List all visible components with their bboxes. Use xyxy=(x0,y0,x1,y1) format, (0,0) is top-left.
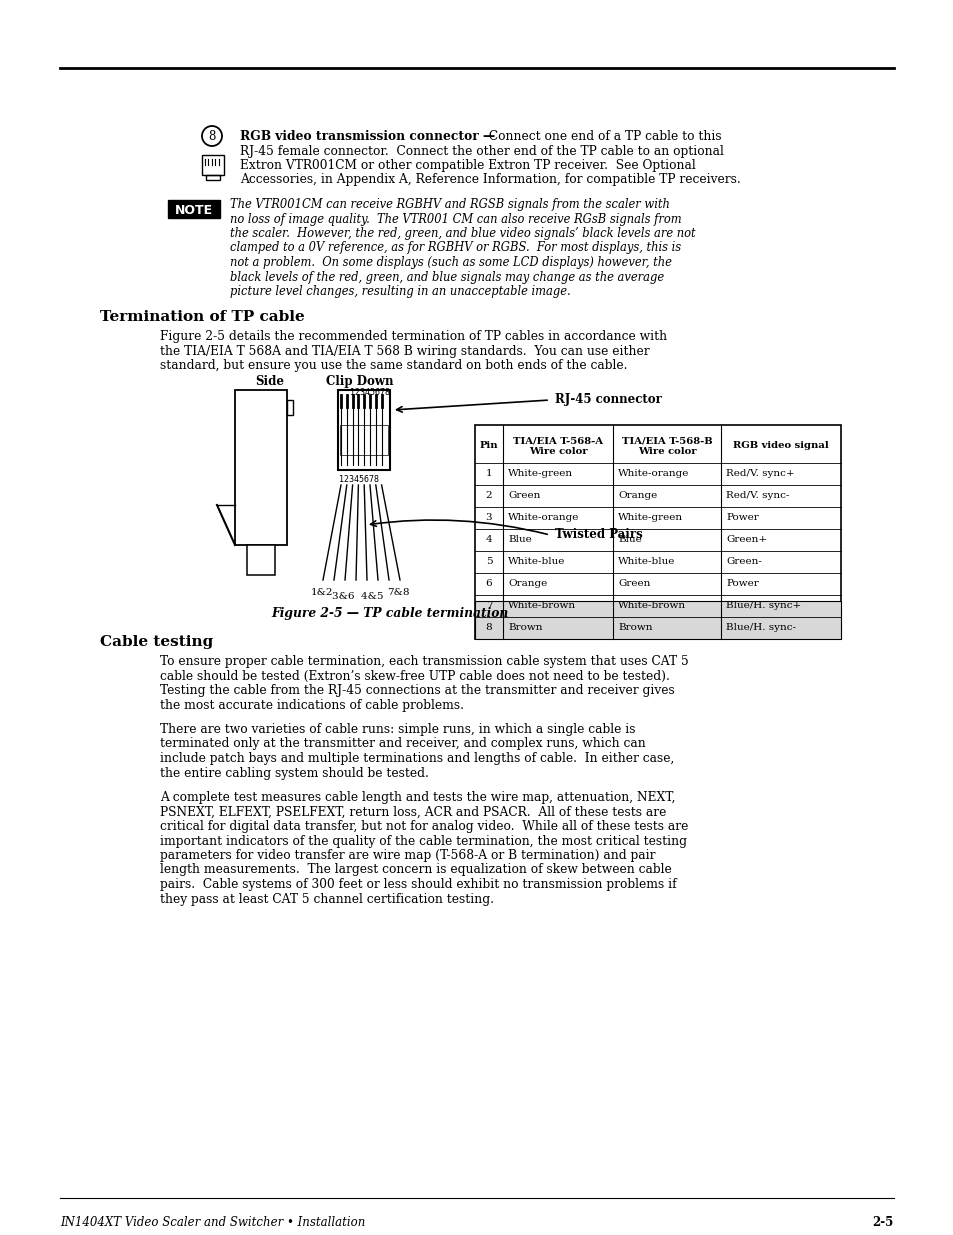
Bar xyxy=(168,200,220,219)
Text: Green-: Green- xyxy=(725,557,761,567)
Text: Clip Down: Clip Down xyxy=(326,375,394,388)
Text: White-orange: White-orange xyxy=(618,469,689,478)
Text: TIA/EIA T-568-A
Wire color: TIA/EIA T-568-A Wire color xyxy=(513,436,602,456)
Text: 2-5: 2-5 xyxy=(872,1216,893,1229)
Text: 4: 4 xyxy=(485,536,492,545)
Text: not a problem.  On some displays (such as some LCD displays) however, the: not a problem. On some displays (such as… xyxy=(230,256,671,269)
Text: length measurements.  The largest concern is equalization of skew between cable: length measurements. The largest concern… xyxy=(160,863,671,877)
Text: critical for digital data transfer, but not for analog video.  While all of thes: critical for digital data transfer, but … xyxy=(160,820,688,832)
Text: White-orange: White-orange xyxy=(507,514,578,522)
Text: Blue/H. sync+: Blue/H. sync+ xyxy=(725,601,801,610)
Text: Brown: Brown xyxy=(618,624,652,632)
Bar xyxy=(339,425,388,454)
Text: TIA/EIA T-568-B
Wire color: TIA/EIA T-568-B Wire color xyxy=(621,436,712,456)
Text: the most accurate indications of cable problems.: the most accurate indications of cable p… xyxy=(160,699,463,711)
Text: White-green: White-green xyxy=(618,514,682,522)
Text: Orange: Orange xyxy=(507,579,547,589)
Text: Cable testing: Cable testing xyxy=(100,635,213,650)
Text: 12345678: 12345678 xyxy=(338,475,378,484)
Text: Side: Side xyxy=(255,375,284,388)
Text: Red/V. sync-: Red/V. sync- xyxy=(725,492,788,500)
Text: the scaler.  However, the red, green, and blue video signals’ black levels are n: the scaler. However, the red, green, and… xyxy=(230,227,695,240)
Text: Extron VTR001CM or other compatible Extron TP receiver.  See Optional: Extron VTR001CM or other compatible Extr… xyxy=(240,159,695,172)
Text: 12345678: 12345678 xyxy=(350,388,390,396)
Text: Green: Green xyxy=(507,492,539,500)
Text: 3: 3 xyxy=(485,514,492,522)
Text: To ensure proper cable termination, each transmission cable system that uses CAT: To ensure proper cable termination, each… xyxy=(160,655,688,668)
Text: Green: Green xyxy=(618,579,650,589)
Text: Green+: Green+ xyxy=(725,536,766,545)
Text: 2: 2 xyxy=(485,492,492,500)
Bar xyxy=(287,400,293,415)
Text: cable should be tested (Extron’s skew-free UTP cable does not need to be tested): cable should be tested (Extron’s skew-fr… xyxy=(160,669,669,683)
Text: Blue: Blue xyxy=(618,536,641,545)
Text: White-green: White-green xyxy=(507,469,573,478)
Text: Orange: Orange xyxy=(618,492,657,500)
Bar xyxy=(475,601,841,638)
Text: White-brown: White-brown xyxy=(618,601,685,610)
Text: Power: Power xyxy=(725,514,758,522)
Text: Twisted Pairs: Twisted Pairs xyxy=(555,529,642,541)
Text: Testing the cable from the RJ-45 connections at the transmitter and receiver giv: Testing the cable from the RJ-45 connect… xyxy=(160,684,674,697)
Bar xyxy=(202,156,224,175)
Text: White-brown: White-brown xyxy=(507,601,576,610)
Text: 1&2: 1&2 xyxy=(311,588,333,597)
Text: PSNEXT, ELFEXT, PSELFEXT, return loss, ACR and PSACR.  All of these tests are: PSNEXT, ELFEXT, PSELFEXT, return loss, A… xyxy=(160,805,666,819)
Text: 7&8: 7&8 xyxy=(386,588,409,597)
Text: RGB video signal: RGB video signal xyxy=(732,441,828,451)
Text: Figure 2-5 details the recommended termination of TP cables in accordance with: Figure 2-5 details the recommended termi… xyxy=(160,330,666,343)
Bar xyxy=(337,390,390,471)
Text: NOTE: NOTE xyxy=(174,204,213,216)
Text: 8: 8 xyxy=(208,130,215,142)
Text: Power: Power xyxy=(725,579,758,589)
Text: There are two varieties of cable runs: simple runs, in which a single cable is: There are two varieties of cable runs: s… xyxy=(160,722,635,736)
Text: Blue/H. sync-: Blue/H. sync- xyxy=(725,624,795,632)
Bar xyxy=(234,390,287,545)
Text: they pass at least CAT 5 channel certification testing.: they pass at least CAT 5 channel certifi… xyxy=(160,893,494,905)
Text: Accessories, in Appendix A, Reference Information, for compatible TP receivers.: Accessories, in Appendix A, Reference In… xyxy=(240,173,740,186)
Text: 5: 5 xyxy=(485,557,492,567)
Text: standard, but ensure you use the same standard on both ends of the cable.: standard, but ensure you use the same st… xyxy=(160,359,627,372)
Text: 3&6  4&5: 3&6 4&5 xyxy=(332,592,383,601)
Bar xyxy=(206,175,220,180)
Text: pairs.  Cable systems of 300 feet or less should exhibit no transmission problem: pairs. Cable systems of 300 feet or less… xyxy=(160,878,676,890)
Text: RGB video transmission connector —: RGB video transmission connector — xyxy=(240,130,495,143)
Text: Blue: Blue xyxy=(507,536,531,545)
Text: picture level changes, resulting in an unacceptable image.: picture level changes, resulting in an u… xyxy=(230,285,570,298)
Text: Red/V. sync+: Red/V. sync+ xyxy=(725,469,794,478)
Text: The VTR001CM can receive RGBHV and RGSB signals from the scaler with: The VTR001CM can receive RGBHV and RGSB … xyxy=(230,198,669,211)
Text: Pin: Pin xyxy=(479,441,497,451)
Text: include patch bays and multiple terminations and lengths of cable.  In either ca: include patch bays and multiple terminat… xyxy=(160,752,674,764)
Text: White-blue: White-blue xyxy=(507,557,565,567)
Text: RJ-45 connector: RJ-45 connector xyxy=(555,394,661,406)
Text: terminated only at the transmitter and receiver, and complex runs, which can: terminated only at the transmitter and r… xyxy=(160,737,645,751)
Text: A complete test measures cable length and tests the wire map, attenuation, NEXT,: A complete test measures cable length an… xyxy=(160,790,675,804)
Text: the entire cabling system should be tested.: the entire cabling system should be test… xyxy=(160,767,429,779)
Text: 7: 7 xyxy=(485,601,492,610)
Text: Brown: Brown xyxy=(507,624,542,632)
Bar xyxy=(247,545,274,576)
Text: Connect one end of a TP cable to this: Connect one end of a TP cable to this xyxy=(484,130,720,143)
Text: no loss of image quality.  The VTR001 CM can also receive RGsB signals from: no loss of image quality. The VTR001 CM … xyxy=(230,212,680,226)
Text: Figure 2-5 — TP cable termination: Figure 2-5 — TP cable termination xyxy=(271,606,508,620)
Text: 1: 1 xyxy=(485,469,492,478)
Text: IN1404XT Video Scaler and Switcher • Installation: IN1404XT Video Scaler and Switcher • Ins… xyxy=(60,1216,365,1229)
Text: parameters for video transfer are wire map (T-568-A or B termination) and pair: parameters for video transfer are wire m… xyxy=(160,848,655,862)
Text: the TIA/EIA T 568A and TIA/EIA T 568 B wiring standards.  You can use either: the TIA/EIA T 568A and TIA/EIA T 568 B w… xyxy=(160,345,649,357)
Text: 6: 6 xyxy=(485,579,492,589)
Text: White-blue: White-blue xyxy=(618,557,675,567)
Text: RJ-45 female connector.  Connect the other end of the TP cable to an optional: RJ-45 female connector. Connect the othe… xyxy=(240,144,723,158)
Text: 8: 8 xyxy=(485,624,492,632)
Text: clamped to a 0V reference, as for RGBHV or RGBS.  For most displays, this is: clamped to a 0V reference, as for RGBHV … xyxy=(230,242,680,254)
Text: black levels of the red, green, and blue signals may change as the average: black levels of the red, green, and blue… xyxy=(230,270,663,284)
Bar xyxy=(475,425,841,638)
Text: important indicators of the quality of the cable termination, the most critical : important indicators of the quality of t… xyxy=(160,835,686,847)
Text: Termination of TP cable: Termination of TP cable xyxy=(100,310,304,324)
